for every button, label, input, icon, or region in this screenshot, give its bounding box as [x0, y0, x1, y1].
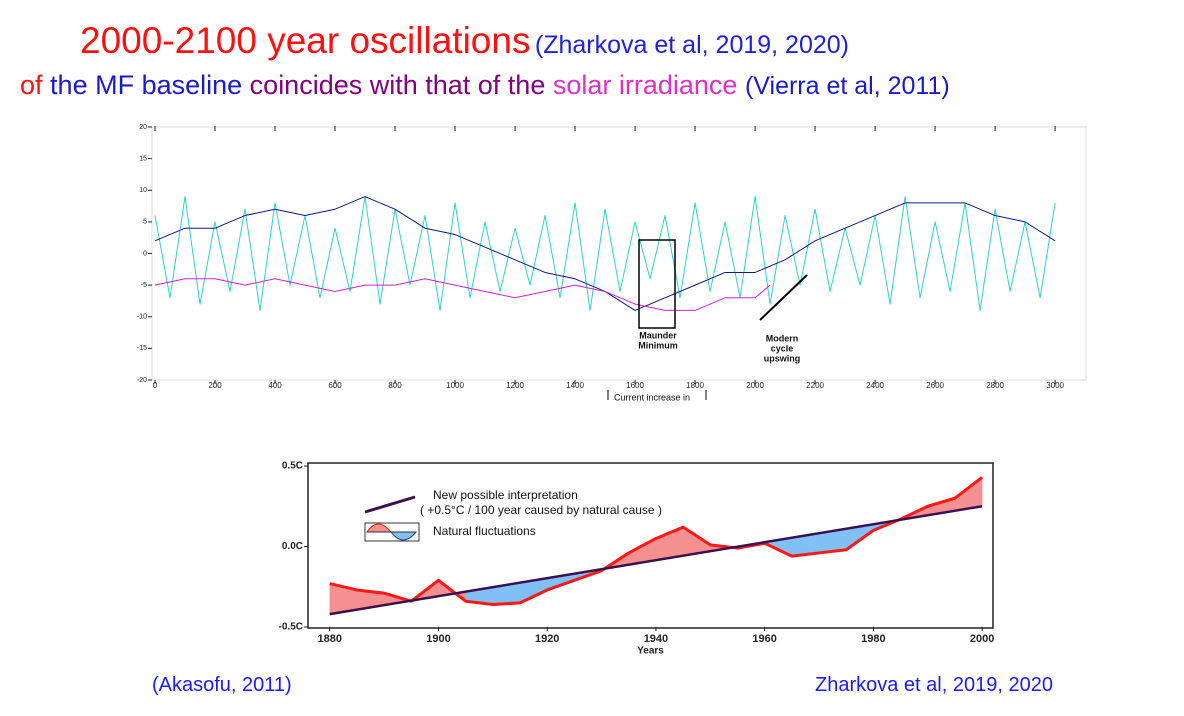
legend-label: New possible interpretation: [433, 488, 578, 502]
x-tick-label: 1980: [861, 633, 885, 645]
annotation: upswing: [764, 353, 801, 363]
legend: New possible interpretation ( +0.5°C / 1…: [364, 488, 662, 542]
annotation: Current increase in: [614, 392, 690, 402]
x-tick-label: 800: [388, 381, 402, 390]
y-tick-label: -5: [141, 282, 147, 289]
x-tick-label: 1960: [752, 633, 776, 645]
title-part: 2000-2100 year oscillations: [80, 20, 531, 61]
y-tick-label: 5: [143, 219, 147, 226]
annotations: Maunder Minimum Modern cycle upswing Cur…: [607, 239, 808, 402]
x-tick-label: 2200: [806, 381, 824, 390]
title-line-2: of the MF baseline coincides with that o…: [20, 70, 950, 101]
x-tick-label: 1920: [535, 633, 559, 645]
x-tick-label: 1000: [446, 381, 464, 390]
x-axis-label: Years: [637, 646, 664, 657]
x-tick-label: 200: [208, 381, 222, 390]
x-tick-label: 3000: [1046, 381, 1064, 390]
y-tick-label: -0.5C: [279, 622, 303, 633]
legend-swatch: [364, 495, 416, 514]
annotation: Modern: [766, 333, 799, 343]
y-tick-label: -10: [137, 314, 147, 321]
y-tick-label: -20: [137, 377, 147, 384]
caption: (Akasofu, 2011): [152, 674, 292, 696]
x-tick-label: 2600: [926, 381, 944, 390]
y-tick-label: -15: [137, 345, 147, 352]
title-part: (Zharkova et al, 2019, 2020): [534, 31, 849, 59]
legend-label: Natural fluctuations: [433, 524, 536, 538]
x-tick-label: 2000: [970, 633, 994, 645]
annotation: Maunder: [639, 330, 677, 340]
x-tick-label: 1900: [426, 633, 450, 645]
upswing-arrow: [759, 274, 808, 321]
series-line: [329, 505, 983, 616]
y-tick-label: 0.5C: [282, 461, 303, 472]
maunder-box: [638, 239, 676, 329]
x-tick-label: 2400: [866, 381, 884, 390]
title-line-1: 2000-2100 year oscillations (Zharkova et…: [80, 20, 849, 62]
title-part: solar irradiance: [552, 70, 738, 100]
x-tick-label: 0: [153, 381, 158, 390]
annotation: cycle: [771, 343, 794, 353]
x-tick-label: 1200: [506, 381, 524, 390]
annotation: Minimum: [638, 340, 678, 350]
y-tick-label: 0: [143, 250, 147, 257]
title-part: coincides with that of the: [249, 70, 546, 100]
title-part: the MF baseline: [50, 70, 243, 100]
x-tick-label: 400: [268, 381, 282, 390]
series-line: [329, 476, 984, 606]
plot-frame: [151, 126, 1087, 381]
y-tick-label: 20: [139, 124, 147, 131]
title-part: of: [20, 70, 43, 100]
x-tick-label: 1800: [686, 381, 704, 390]
series-line: [154, 196, 1056, 311]
legend-note: ( +0.5°C / 100 year caused by natural ca…: [420, 503, 662, 517]
y-tick-label: 0.0C: [282, 541, 303, 552]
series-line: [154, 196, 1056, 311]
title-part: (Vierra et al, 2011): [744, 72, 950, 100]
x-tick-label: 2000: [746, 381, 764, 390]
x-tick-label: 600: [328, 381, 342, 390]
y-tick-label: 15: [139, 155, 147, 162]
x-tick-label: 2800: [986, 381, 1004, 390]
plot-frame: [307, 462, 994, 629]
x-tick-label: 1880: [318, 633, 342, 645]
x-tick-label: 1400: [566, 381, 584, 390]
x-tick-label: 1940: [644, 633, 668, 645]
x-tick-label: 1600: [626, 381, 644, 390]
caption: Zharkova et al, 2019, 2020: [815, 674, 1053, 696]
y-tick-label: 10: [139, 187, 147, 194]
series-line: [154, 278, 771, 311]
